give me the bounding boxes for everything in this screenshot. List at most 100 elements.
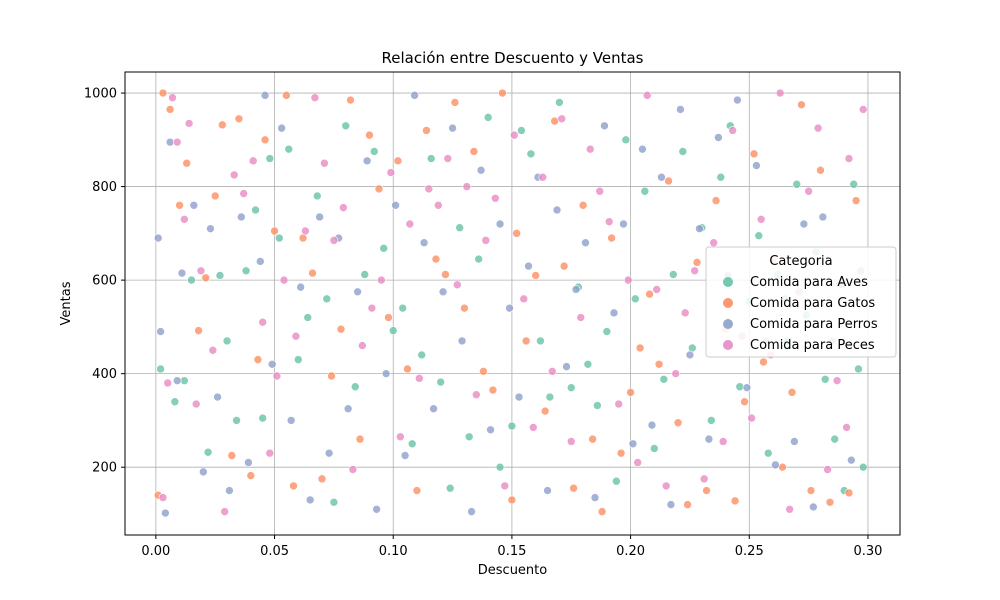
data-point bbox=[448, 123, 457, 133]
data-point bbox=[730, 496, 740, 506]
data-point bbox=[343, 404, 353, 414]
data-point bbox=[820, 374, 830, 384]
data-point bbox=[153, 233, 163, 243]
data-point bbox=[462, 182, 472, 191]
data-point bbox=[844, 154, 854, 163]
data-point bbox=[158, 493, 168, 502]
data-point bbox=[804, 186, 813, 196]
data-point bbox=[645, 289, 654, 299]
data-point bbox=[614, 399, 624, 409]
x-tick-label: 0.00 bbox=[141, 544, 170, 559]
data-point bbox=[441, 270, 450, 279]
data-point bbox=[742, 383, 752, 392]
data-point bbox=[453, 280, 462, 290]
data-point bbox=[443, 154, 453, 163]
data-point bbox=[657, 172, 666, 182]
data-point bbox=[208, 345, 218, 355]
data-point bbox=[422, 126, 431, 135]
data-point bbox=[296, 282, 305, 292]
plot-frame bbox=[124, 71, 901, 536]
data-point bbox=[671, 369, 680, 378]
data-point bbox=[358, 341, 367, 350]
data-point bbox=[379, 244, 389, 253]
data-point bbox=[175, 200, 184, 210]
data-point bbox=[417, 350, 427, 360]
data-point bbox=[483, 113, 493, 122]
data-point bbox=[177, 268, 187, 278]
data-point bbox=[282, 91, 291, 100]
data-point bbox=[322, 294, 332, 304]
data-point bbox=[381, 369, 391, 378]
data-point bbox=[858, 462, 868, 472]
data-point bbox=[652, 285, 661, 294]
legend-marker bbox=[723, 277, 733, 287]
data-point bbox=[609, 308, 619, 318]
data-point bbox=[362, 156, 372, 166]
data-point bbox=[222, 336, 232, 346]
data-point bbox=[429, 404, 438, 414]
x-tick-label: 0.05 bbox=[260, 544, 289, 559]
data-point bbox=[396, 432, 405, 442]
data-point bbox=[578, 200, 588, 210]
data-point bbox=[346, 95, 355, 105]
data-point bbox=[312, 191, 322, 201]
data-point bbox=[640, 186, 650, 196]
data-point bbox=[329, 497, 339, 507]
data-point bbox=[790, 437, 799, 446]
x-tick-label: 0.25 bbox=[735, 544, 764, 559]
data-point bbox=[673, 418, 683, 428]
data-point bbox=[706, 416, 716, 425]
data-point bbox=[199, 467, 208, 477]
data-point bbox=[543, 486, 552, 495]
data-point bbox=[372, 504, 381, 514]
data-point bbox=[156, 364, 165, 374]
legend-item-label: Comida para Perros bbox=[750, 317, 878, 332]
data-point bbox=[213, 392, 222, 402]
data-point bbox=[797, 100, 806, 110]
data-point bbox=[270, 226, 279, 236]
data-point bbox=[547, 367, 557, 376]
legend-marker bbox=[723, 319, 733, 329]
data-point bbox=[161, 508, 170, 518]
data-point bbox=[210, 191, 220, 201]
data-point bbox=[386, 168, 396, 177]
data-point bbox=[754, 231, 764, 240]
data-point bbox=[460, 303, 469, 313]
data-point bbox=[398, 303, 408, 313]
data-point bbox=[229, 170, 239, 180]
data-point bbox=[716, 172, 726, 182]
data-point bbox=[806, 486, 816, 495]
legend-item-label: Comida para Peces bbox=[750, 338, 875, 353]
data-point bbox=[823, 465, 832, 474]
data-point bbox=[180, 215, 189, 224]
data-point bbox=[550, 116, 559, 126]
data-point bbox=[633, 458, 643, 467]
data-point bbox=[467, 507, 476, 516]
y-tick-label: 1000 bbox=[84, 87, 117, 102]
x-tick-label: 0.30 bbox=[853, 544, 882, 559]
data-point bbox=[830, 434, 840, 444]
chart-title: Relación entre Descuento y Ventas bbox=[382, 49, 644, 67]
data-point bbox=[659, 374, 669, 384]
data-point bbox=[184, 119, 194, 128]
data-point bbox=[740, 397, 749, 407]
data-point bbox=[445, 483, 455, 493]
legend-title: Categoria bbox=[769, 254, 832, 269]
legend-item-label: Comida para Aves bbox=[750, 275, 868, 290]
data-point bbox=[450, 98, 460, 107]
data-point bbox=[156, 327, 165, 336]
data-point bbox=[248, 156, 258, 166]
data-point bbox=[348, 465, 358, 474]
data-point bbox=[400, 451, 410, 460]
data-point bbox=[792, 179, 802, 189]
data-point bbox=[165, 105, 175, 114]
data-point bbox=[201, 273, 211, 283]
data-point bbox=[566, 437, 576, 446]
data-point bbox=[623, 275, 633, 285]
legend-item-label: Comida para Gatos bbox=[750, 296, 875, 311]
data-point bbox=[799, 219, 809, 229]
data-point bbox=[241, 266, 251, 276]
data-point bbox=[851, 196, 861, 205]
data-point bbox=[702, 486, 711, 495]
